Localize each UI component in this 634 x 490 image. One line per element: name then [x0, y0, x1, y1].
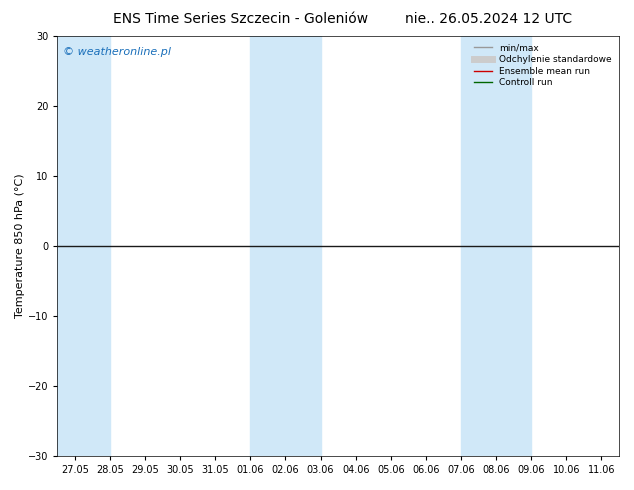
Legend: min/max, Odchylenie standardowe, Ensemble mean run, Controll run: min/max, Odchylenie standardowe, Ensembl… [471, 41, 614, 90]
Y-axis label: Temperature 850 hPa (°C): Temperature 850 hPa (°C) [15, 174, 25, 318]
Text: © weatheronline.pl: © weatheronline.pl [63, 47, 171, 57]
Bar [40, 36, 110, 456]
Bar [461, 36, 531, 456]
Text: nie.. 26.05.2024 12 UTC: nie.. 26.05.2024 12 UTC [404, 12, 572, 26]
Text: ENS Time Series Szczecin - Goleniów: ENS Time Series Szczecin - Goleniów [113, 12, 368, 26]
Bar [250, 36, 321, 456]
